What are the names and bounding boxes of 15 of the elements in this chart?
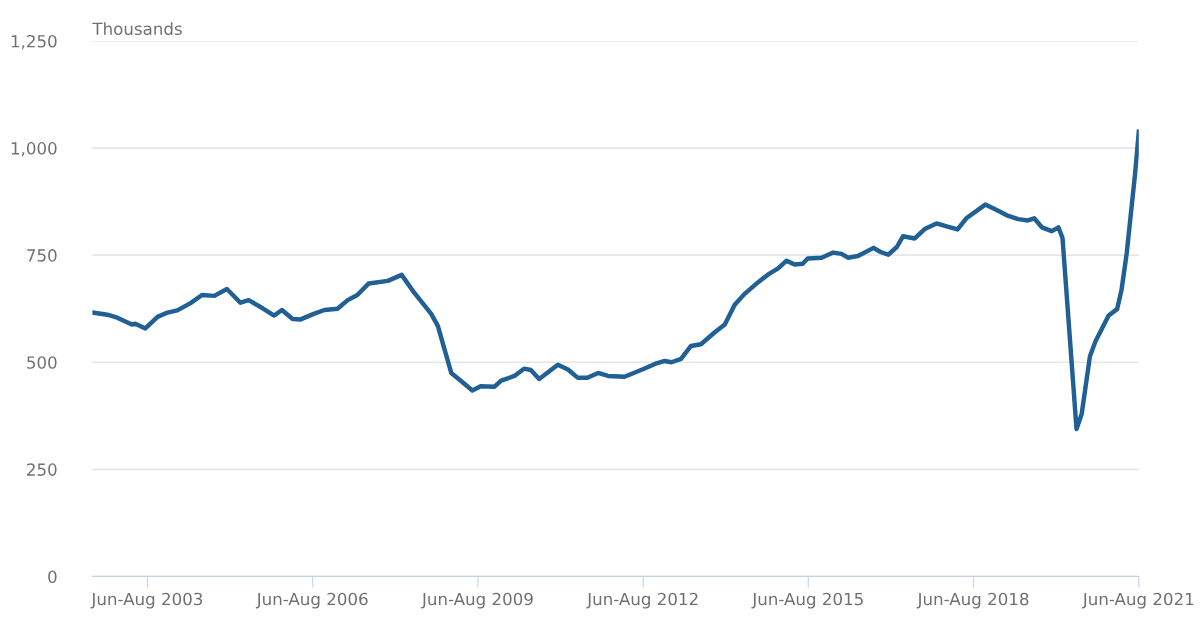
x-tick-label: Jun-Aug 2021 [1081, 592, 1194, 609]
y-tick-label: 500 [27, 356, 57, 369]
y-tick-label: 1,250 [11, 34, 57, 50]
y-tick-label: 1,000 [11, 142, 57, 157]
x-tick-label: Jun-Aug 2012 [586, 592, 698, 609]
x-tick-label: Jun-Aug 2006 [255, 592, 368, 609]
y-axis-title: Thousands [92, 22, 182, 36]
line-series [92, 129, 1139, 432]
y-tick-label: 0 [48, 570, 57, 584]
x-tick-label: Jun-Aug 2018 [916, 592, 1029, 609]
x-tick-label: Jun-Aug 2009 [421, 592, 533, 609]
x-tick-label: Jun-Aug 2015 [751, 592, 863, 609]
y-tick-label: 250 [27, 463, 57, 476]
y-tick-label: 750 [27, 249, 57, 262]
x-tick-label: Jun-Aug 2003 [90, 592, 203, 609]
